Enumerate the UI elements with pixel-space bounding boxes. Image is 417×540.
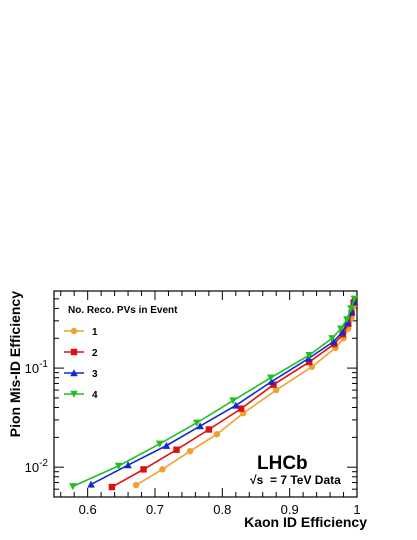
data-point — [350, 295, 359, 303]
legend-item: 3 — [64, 369, 98, 380]
data-point — [343, 316, 351, 324]
data-point — [304, 354, 313, 362]
y-axis-title: Pion Mis-ID Efficiency — [7, 291, 23, 437]
legend-label: 3 — [92, 369, 98, 380]
data-point — [338, 328, 346, 336]
series-layer — [69, 295, 359, 491]
data-point — [140, 466, 147, 473]
data-point — [213, 431, 221, 438]
legend-label: 4 — [92, 390, 98, 401]
x-tick-label: 1 — [353, 502, 360, 517]
series-line — [90, 301, 356, 486]
series-1 — [132, 303, 357, 489]
legend-item: 2 — [64, 348, 98, 359]
legend-marker — [70, 390, 78, 398]
experiment-label: LHCb — [257, 453, 308, 474]
y-tick-label: 10-2 — [25, 458, 49, 475]
data-point — [267, 377, 276, 385]
data-point — [69, 483, 77, 491]
data-point — [305, 358, 313, 366]
data-point — [196, 422, 204, 430]
experiment-annotation: LHCb √s = 7 TeV Data — [250, 453, 341, 487]
data-point — [328, 335, 336, 343]
series-2 — [108, 299, 357, 491]
series-4 — [69, 295, 359, 491]
energy-prefix: √s — [250, 473, 264, 487]
legend-label: 1 — [92, 327, 98, 338]
data-point — [305, 351, 313, 359]
legend-label: 2 — [92, 348, 98, 359]
legend-item: 4 — [64, 390, 98, 401]
x-tick-label: 0.8 — [213, 502, 231, 517]
data-point — [232, 401, 240, 409]
data-point — [343, 318, 352, 326]
data-point — [205, 426, 213, 433]
legend-title: No. Reco. PVs in Event — [68, 305, 178, 316]
data-point — [108, 483, 116, 491]
x-tick-label: 0.9 — [281, 502, 299, 517]
data-point — [87, 480, 95, 488]
data-point — [267, 374, 275, 382]
data-point — [337, 325, 345, 333]
legend-item: 1 — [64, 327, 98, 338]
x-axis-title: Kaon ID Efficiency — [244, 514, 367, 530]
legend: No. Reco. PVs in Event 1 2 3 4 — [64, 305, 178, 401]
data-point — [162, 441, 171, 449]
x-tick-label: 0.7 — [146, 502, 164, 517]
series-line — [111, 302, 355, 488]
data-point — [114, 462, 123, 470]
x-tick-label: 0.6 — [79, 502, 97, 517]
data-point — [159, 466, 166, 473]
data-point — [192, 419, 201, 427]
data-point — [229, 397, 237, 405]
data-point — [186, 447, 194, 455]
data-point — [124, 461, 132, 469]
series-3 — [87, 297, 359, 488]
data-point — [155, 440, 164, 448]
data-point — [329, 337, 338, 345]
data-point — [132, 481, 140, 489]
data-point — [173, 446, 180, 453]
data-point — [273, 386, 280, 394]
plot-frame — [53, 290, 358, 498]
series-line — [135, 306, 355, 486]
energy-label: = 7 TeV Data — [270, 473, 341, 487]
axes: 0.6 0.7 0.8 0.9 1 10-2 10-1 — [25, 290, 361, 517]
data-point — [237, 405, 245, 412]
legend-marker — [70, 369, 78, 377]
data-point — [347, 305, 355, 313]
series-line — [72, 298, 356, 488]
legend-marker — [70, 327, 78, 335]
legend-marker — [70, 348, 78, 356]
y-tick-label: 10-1 — [25, 359, 49, 376]
